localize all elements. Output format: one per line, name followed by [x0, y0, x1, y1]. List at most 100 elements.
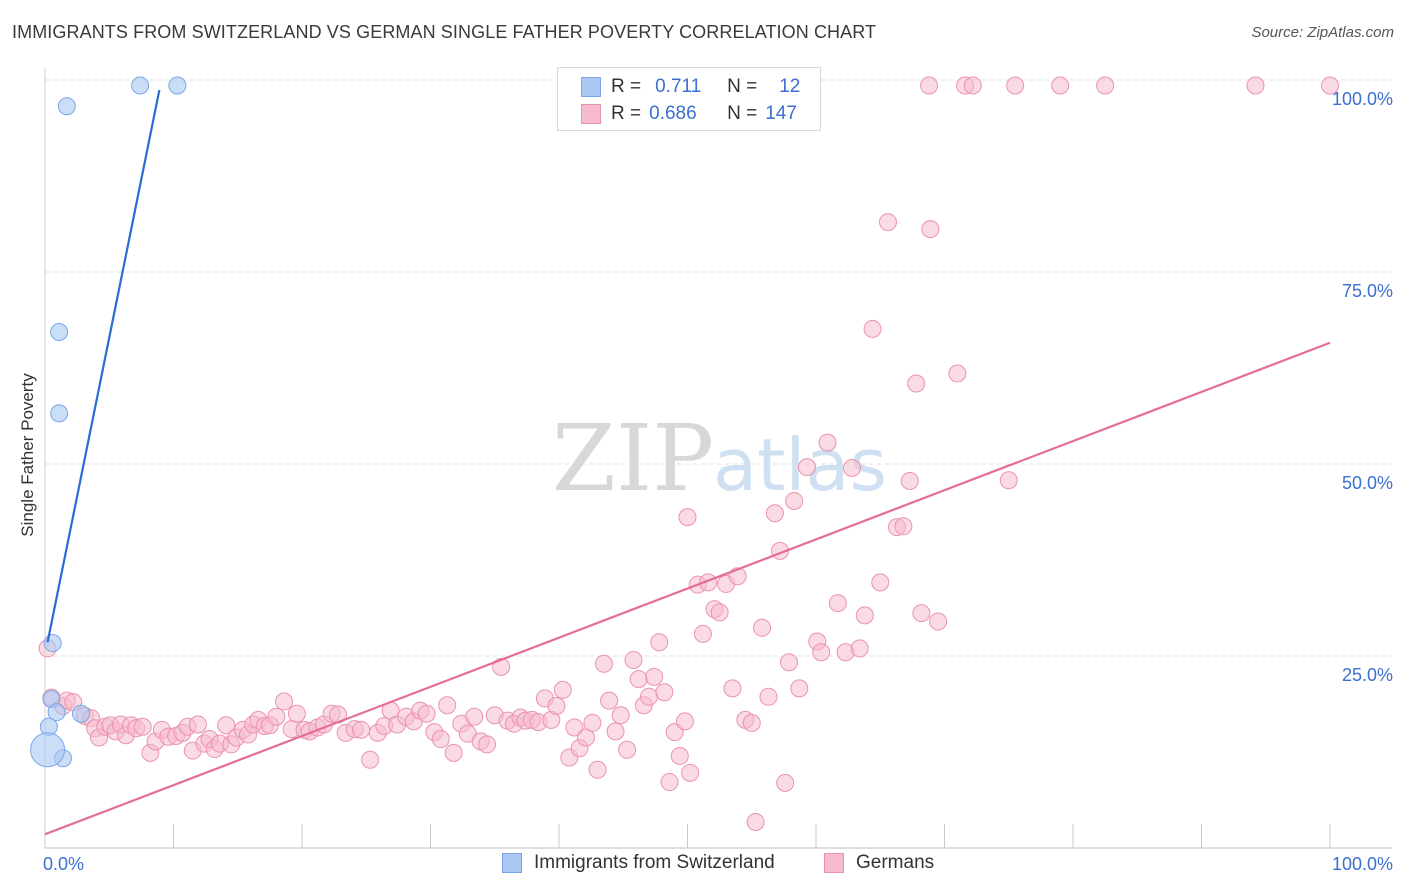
n-value: 147 — [765, 103, 797, 124]
germans-point — [759, 687, 778, 706]
n-value: 12 — [779, 76, 801, 97]
r-label: R = — [611, 103, 642, 124]
germans-point — [352, 720, 371, 739]
axes — [44, 68, 1392, 849]
switzerland-point — [47, 703, 66, 722]
legend-label: Immigrants from Switzerland — [534, 852, 775, 873]
germans-point — [963, 76, 982, 95]
germans-point — [287, 704, 306, 723]
germans-point — [812, 643, 831, 662]
switzerland-point — [71, 704, 90, 723]
stats-row-switzerland: R = 0.711 N = 12 — [558, 73, 800, 101]
germans-point — [267, 707, 286, 726]
germans-point — [894, 517, 913, 536]
germans-point — [921, 220, 940, 239]
switzerland-swatch — [581, 77, 601, 97]
y-tick-label: 100.0% — [1332, 89, 1393, 109]
germans-point — [818, 433, 837, 452]
germans-points — [38, 76, 1339, 831]
n-label: N = — [727, 103, 758, 124]
switzerland-point — [131, 76, 150, 95]
n-label: N = — [727, 76, 758, 97]
trend-lines — [44, 89, 1331, 836]
germans-point — [753, 618, 772, 637]
germans-point — [1006, 76, 1025, 95]
legend-label: Germans — [856, 852, 935, 873]
switzerland-point — [30, 732, 66, 768]
chart-title: IMMIGRANTS FROM SWITZERLAND VS GERMAN SI… — [12, 22, 877, 42]
germans-point — [1051, 76, 1070, 95]
grid-lines — [45, 79, 1392, 657]
germans-point — [465, 707, 484, 726]
germans-point — [275, 692, 294, 711]
germans-point — [723, 679, 742, 698]
switzerland-legend-swatch — [502, 853, 522, 873]
germans-point — [929, 612, 948, 631]
germans-point — [618, 740, 637, 759]
germans-point — [828, 594, 847, 613]
germans-point — [553, 680, 572, 699]
germans-point — [776, 773, 795, 792]
r-value: 0.711 — [655, 76, 702, 97]
germans-point — [681, 763, 700, 782]
germans-point — [693, 624, 712, 643]
germans-point — [217, 716, 236, 735]
germans-point — [742, 713, 761, 732]
stats-box: R = 0.711 N = 12 R = 0.686 N = 147 — [557, 67, 821, 131]
germans-point — [478, 735, 497, 754]
germans-point — [188, 715, 207, 734]
legend-item-switzerland[interactable]: Immigrants from Switzerland — [502, 852, 775, 874]
germans-point — [670, 746, 689, 765]
x-tick-label: 100.0% — [1332, 854, 1393, 874]
germans-point — [629, 670, 648, 689]
germans-point — [600, 691, 619, 710]
germans-point — [361, 750, 380, 769]
switzerland-point — [57, 97, 76, 116]
germans-point — [438, 696, 457, 715]
germans-point — [871, 573, 890, 592]
germans-point — [639, 687, 658, 706]
germans-point — [907, 374, 926, 393]
germans-point — [594, 654, 613, 673]
stats-row-germans: R = 0.686 N = 147 — [558, 100, 797, 128]
germans-point — [850, 639, 869, 658]
tick-labels: 25.0% 50.0% 75.0% 100.0% 0.0% 100.0% — [43, 89, 1393, 874]
germans-point — [678, 508, 697, 527]
y-axis-label: Single Father Poverty — [18, 373, 37, 537]
germans-point — [655, 683, 674, 702]
germans-point — [999, 471, 1018, 490]
germans-swatch — [581, 104, 601, 124]
germans-point — [444, 743, 463, 762]
germans-point — [606, 722, 625, 741]
x-tick-label: 0.0% — [43, 854, 84, 874]
germans-point — [1096, 76, 1115, 95]
germans-point — [746, 812, 765, 831]
switzerland-trend-line — [46, 89, 161, 643]
legend-item-germans[interactable]: Germans — [824, 852, 934, 874]
germans-point — [878, 213, 897, 232]
germans-point — [780, 653, 799, 672]
germans-point — [624, 650, 643, 669]
germans-point — [417, 704, 436, 723]
germans-point — [1321, 76, 1339, 95]
germans-point — [431, 730, 450, 749]
switzerland-point — [43, 634, 62, 653]
germans-point — [710, 603, 729, 622]
germans-point — [588, 760, 607, 779]
y-tick-label: 25.0% — [1342, 665, 1393, 685]
germans-point — [842, 458, 861, 477]
germans-point — [650, 633, 669, 652]
germans-point — [1246, 76, 1265, 95]
germans-point — [863, 319, 882, 338]
germans-point — [798, 458, 817, 477]
germans-point — [948, 364, 967, 383]
germans-legend-swatch — [824, 853, 844, 873]
y-tick-label: 75.0% — [1342, 281, 1393, 301]
germans-point — [765, 504, 784, 523]
germans-point — [611, 706, 630, 725]
germans-point — [912, 604, 931, 623]
germans-point — [492, 657, 511, 676]
germans-point — [645, 667, 664, 686]
switzerland-point — [50, 404, 69, 423]
